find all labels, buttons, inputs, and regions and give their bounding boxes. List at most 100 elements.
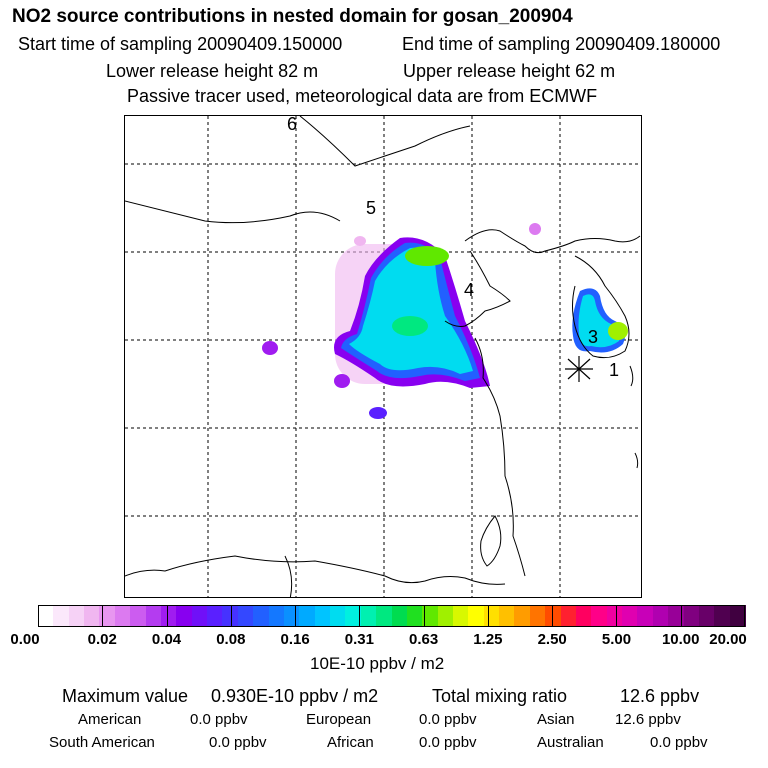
- colorbar-swatch: [545, 605, 562, 627]
- colorbar-swatch: [314, 605, 331, 627]
- colorbar-tick-label: 5.00: [601, 631, 632, 648]
- colorbar-swatch: [406, 605, 423, 627]
- colorbar-tick-label: 20.00: [709, 631, 747, 648]
- colorbar-swatch: [683, 605, 700, 627]
- chart-title: NO2 source contributions in nested domai…: [12, 6, 573, 27]
- coastline: [629, 365, 634, 387]
- colorbar-swatch: [729, 605, 746, 627]
- receptor-star-icon: [565, 356, 593, 382]
- region-name: American: [78, 711, 142, 728]
- colorbar-tick-label: 2.50: [537, 631, 567, 648]
- colorbar-swatch: [345, 605, 362, 627]
- concentration-field: [262, 223, 628, 419]
- colorbar-swatch: [376, 605, 393, 627]
- plume-cyan: [349, 247, 473, 374]
- region-value: 12.6 ppbv: [615, 711, 681, 728]
- end-time-label: End time of sampling 20090409.180000: [402, 34, 721, 54]
- colorbar-swatch: [452, 605, 469, 627]
- colorbar-swatch: [698, 605, 715, 627]
- colorbar-separator: [102, 605, 104, 627]
- colorbar-swatch: [360, 605, 377, 627]
- colorbar-swatch: [268, 605, 285, 627]
- marker-label-6: 6: [287, 116, 297, 134]
- region-value: 0.0 ppbv: [419, 734, 477, 751]
- coastline: [572, 255, 630, 359]
- colorbar-swatch: [207, 605, 224, 627]
- colorbar-tick-label: 10.00: [661, 631, 700, 648]
- colorbar-separator: [616, 605, 618, 627]
- colorbar-separator: [295, 605, 297, 627]
- coastline: [634, 452, 639, 469]
- colorbar-separator: [230, 605, 232, 627]
- marker-labels: 1 3 4 5 6: [287, 116, 619, 380]
- plume-spot: [529, 223, 541, 235]
- colorbar-swatch: [560, 605, 577, 627]
- coastline: [480, 515, 502, 567]
- colorbar-tick-label: 0.63: [409, 631, 439, 648]
- colorbar-swatch: [330, 605, 346, 627]
- colorbar-swatch: [468, 605, 485, 627]
- plume-spot: [369, 407, 387, 419]
- colorbar-swatch: [668, 605, 685, 627]
- start-time-label: Start time of sampling 20090409.150000: [18, 34, 343, 54]
- colorbar-separator: [487, 605, 489, 627]
- marker-label-1: 1: [609, 360, 619, 380]
- colorbar-swatch: [191, 605, 208, 627]
- colorbar-swatch: [130, 605, 147, 627]
- colorbar-swatch: [714, 605, 731, 627]
- colorbar-swatch: [622, 605, 638, 627]
- upper-height-label: Upper release height 62 m: [403, 61, 616, 81]
- marker-label-3: 3: [588, 327, 598, 347]
- plume-spot: [334, 374, 350, 388]
- region-value: 0.0 ppbv: [190, 711, 248, 728]
- coastline: [125, 555, 506, 585]
- colorbar-swatch: [160, 605, 177, 627]
- region-value: 0.0 ppbv: [209, 734, 267, 751]
- colorbar-swatch: [145, 605, 162, 627]
- colorbar-swatch: [99, 605, 116, 627]
- plume-spot: [354, 236, 366, 246]
- colorbar-swatch: [176, 605, 193, 627]
- total-mixing-value: 12.6 ppbv: [620, 686, 700, 706]
- colorbar-swatch: [606, 605, 623, 627]
- colorbar-separator: [680, 605, 682, 627]
- colorbar-swatch: [68, 605, 85, 627]
- colorbar-tick-label: 0.31: [344, 631, 374, 648]
- colorbar-tick-label: 0.00: [10, 631, 40, 648]
- map-svg: 1 3 4 5 6: [125, 116, 641, 597]
- colorbar-swatch: [591, 605, 608, 627]
- coastline: [444, 250, 511, 327]
- colorbar-swatch: [529, 605, 546, 627]
- colorbar-swatch: [422, 605, 439, 627]
- colorbar-separator: [359, 605, 361, 627]
- marker-label-5: 5: [366, 198, 376, 218]
- colorbar-tick-label: 0.04: [151, 631, 182, 648]
- colorbar-swatch: [84, 605, 101, 627]
- colorbar-swatch: [391, 605, 408, 627]
- colorbar-tick-label: 0.08: [216, 631, 246, 648]
- total-mixing-label: Total mixing ratio: [432, 686, 568, 706]
- marker-label-4: 4: [464, 280, 474, 300]
- colorbar-swatch: [437, 605, 454, 627]
- passive-tracer-note: Passive tracer used, meteorological data…: [127, 86, 598, 106]
- colorbar-frame: [38, 605, 745, 627]
- colorbar-swatch: [514, 605, 531, 627]
- region-value: 0.0 ppbv: [650, 734, 708, 751]
- plume-spot: [262, 341, 278, 355]
- colorbar-separator: [166, 605, 168, 627]
- lower-height-label: Lower release height 82 m: [106, 61, 319, 81]
- colorbar-swatch: [652, 605, 669, 627]
- coastline: [299, 116, 471, 167]
- max-value: 0.930E-10 ppbv / m2: [211, 686, 379, 706]
- colorbar-units: 10E-10 ppbv / m2: [310, 654, 445, 673]
- colorbar-swatch: [38, 605, 54, 627]
- colorbar-swatch: [222, 605, 239, 627]
- colorbar-swatch: [237, 605, 254, 627]
- colorbar-tick-label: 1.25: [473, 631, 503, 648]
- colorbar-separator: [552, 605, 554, 627]
- coastlines: [125, 116, 641, 597]
- coastline: [125, 200, 341, 224]
- coastline: [464, 229, 641, 254]
- region-name: African: [327, 734, 374, 751]
- colorbar-swatch: [299, 605, 316, 627]
